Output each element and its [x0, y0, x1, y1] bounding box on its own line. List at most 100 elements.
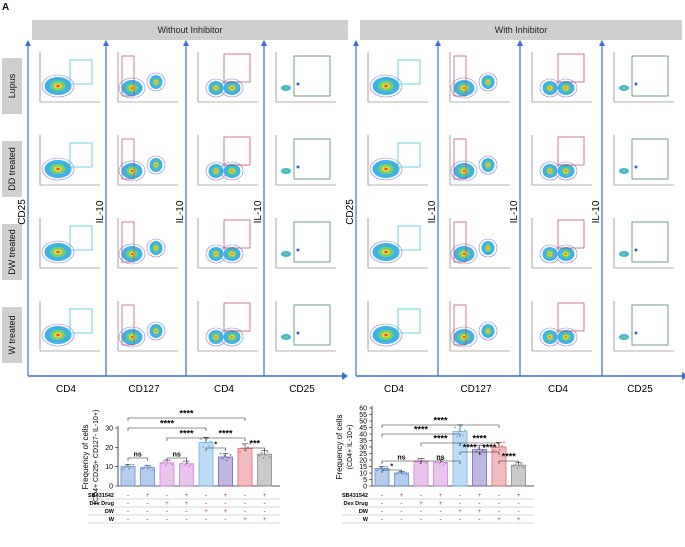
- flow-panel: [275, 301, 336, 352]
- data-point: [380, 466, 382, 469]
- arrow-head: [25, 40, 31, 46]
- density-contour: [130, 169, 134, 173]
- y-axis-title: Frequency of cells: [81, 425, 90, 490]
- density-contour: [130, 86, 134, 90]
- x-axis-label: CD4: [214, 384, 234, 395]
- gate: [453, 138, 467, 180]
- y-tick-label: 0: [109, 484, 113, 491]
- row-label-dw-treated: DW treated: [2, 224, 22, 280]
- density-contour: [462, 169, 466, 173]
- y-tick-label: 10: [105, 464, 113, 471]
- data-point: [221, 457, 224, 460]
- table-cell: -: [244, 509, 246, 515]
- density-contour: [230, 336, 234, 338]
- data-point: [415, 460, 417, 463]
- data-point: [128, 467, 130, 470]
- density-contour: [130, 335, 134, 339]
- flow-panel: [197, 135, 258, 186]
- flow-panel: [117, 218, 178, 269]
- density-contour: [478, 321, 498, 341]
- table-cell: -: [225, 501, 227, 507]
- table-cell: +: [224, 509, 228, 515]
- table-cell: -: [127, 501, 129, 507]
- gate: [557, 53, 585, 83]
- significance-bracket: [381, 433, 461, 437]
- data-point: [262, 456, 265, 459]
- table-cell: -: [401, 501, 403, 507]
- arrow-head: [517, 40, 523, 46]
- data-point: [423, 457, 425, 460]
- x-axis-label: CD127: [128, 384, 160, 395]
- event-dot: [634, 82, 638, 86]
- data-point: [260, 451, 263, 454]
- significance-label: ****: [179, 409, 194, 419]
- table-row-label: Dex Drug: [90, 501, 114, 507]
- bar: [511, 464, 526, 487]
- density-contour: [450, 326, 478, 348]
- y-axis-title: Frequency of cells: [335, 415, 344, 480]
- table-cell: -: [147, 509, 149, 515]
- density-contour: [384, 333, 388, 337]
- y-tick-label: 60: [359, 406, 367, 413]
- density-contour: [478, 72, 498, 92]
- cell-cluster: [284, 252, 288, 256]
- data-point: [245, 450, 247, 453]
- density-contour: [220, 327, 244, 347]
- data-point: [210, 440, 212, 443]
- gate: [69, 142, 93, 168]
- table-cell: -: [420, 517, 422, 523]
- y-tick-label: 50: [359, 419, 367, 426]
- y-axis-label: IL-10: [509, 200, 520, 223]
- density-contour: [450, 160, 478, 182]
- density-contour: [478, 238, 498, 258]
- table-cell: +: [146, 493, 150, 499]
- table-cell: -: [205, 517, 207, 523]
- data-point: [163, 460, 165, 463]
- y-axis-label: IL-10: [253, 200, 264, 223]
- y-tick-label: 20: [105, 445, 113, 452]
- gate: [69, 308, 93, 334]
- density-contour: [56, 250, 60, 254]
- table-cell: +: [478, 493, 482, 499]
- arrow-head: [682, 372, 685, 380]
- table-cell: +: [517, 517, 521, 523]
- data-point: [188, 465, 191, 468]
- gate: [557, 219, 585, 249]
- significance-bracket: [127, 457, 148, 461]
- table-cell: -: [147, 501, 149, 507]
- table-cell: -: [459, 493, 461, 499]
- significance-bracket: [127, 427, 207, 431]
- data-point: [520, 462, 523, 465]
- density-contour: [56, 333, 60, 337]
- data-point: [425, 462, 427, 465]
- gate: [293, 304, 331, 346]
- cell-cluster: [284, 335, 288, 339]
- table-cell: +: [165, 501, 169, 507]
- arrow-head: [353, 40, 359, 46]
- y-tick-label: 10: [359, 471, 367, 478]
- bar-chart-cd25-cd127-il10: 0 10 20 30 Frequency of cells (CD4+ CD25+ CD1…: [81, 409, 280, 524]
- data-point: [180, 462, 183, 465]
- y-tick-label: 15: [359, 464, 367, 471]
- table-cell: -: [381, 509, 383, 515]
- gate: [121, 221, 135, 263]
- significance-label: ****: [433, 434, 448, 444]
- bar: [159, 462, 175, 487]
- data-point: [225, 459, 228, 462]
- flow-panel: [449, 135, 510, 186]
- density-contour: [487, 164, 489, 166]
- data-point: [501, 445, 503, 448]
- header-with-inhibitor: With Inhibitor: [360, 20, 682, 40]
- data-point: [464, 429, 466, 432]
- data-point: [141, 467, 144, 470]
- density-contour: [549, 87, 551, 89]
- data-point: [132, 463, 134, 466]
- data-point: [169, 459, 171, 462]
- bar: [179, 463, 194, 487]
- arrow-head: [599, 40, 605, 46]
- gate: [397, 308, 421, 334]
- density-contour: [146, 238, 166, 258]
- x-axis-label: CD25: [289, 384, 315, 395]
- data-point: [442, 464, 445, 467]
- row-label-w-treated: W treated: [2, 307, 22, 363]
